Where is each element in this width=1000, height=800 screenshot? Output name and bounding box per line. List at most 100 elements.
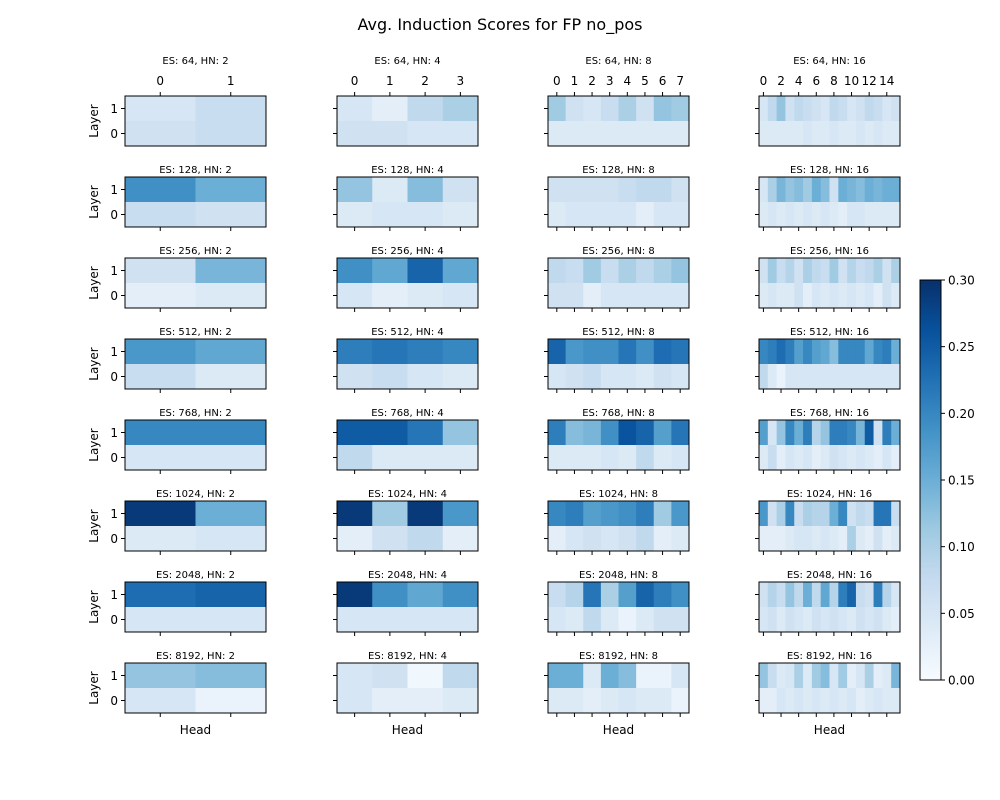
heatmap-cell bbox=[882, 445, 892, 470]
heatmap-cell bbox=[794, 501, 804, 526]
heatmap-panel: ES: 256, HN: 2 1 0 Layer bbox=[87, 246, 267, 312]
heatmap-cell bbox=[891, 339, 901, 364]
heatmap-cell bbox=[847, 177, 857, 202]
panel-title: ES: 256, HN: 8 bbox=[582, 246, 655, 257]
heatmap-panel: ES: 1024, HN: 8 bbox=[544, 489, 690, 555]
heatmap-cell bbox=[767, 283, 778, 308]
panel-frame bbox=[336, 419, 479, 471]
heatmap-cell bbox=[583, 364, 602, 389]
heatmap-cell bbox=[847, 364, 857, 389]
heatmap-cell bbox=[442, 663, 479, 688]
x-tick-label: 0 bbox=[760, 74, 768, 88]
heatmap-cell bbox=[829, 688, 839, 713]
heatmap-cell bbox=[776, 582, 786, 607]
heatmap-cell bbox=[583, 501, 602, 526]
heatmap-cell bbox=[125, 607, 196, 632]
heatmap-cell bbox=[776, 663, 786, 688]
heatmap-cell bbox=[864, 202, 874, 227]
heatmap-cell bbox=[767, 688, 778, 713]
colorbar-bar bbox=[919, 279, 942, 681]
panel-frame bbox=[547, 95, 690, 147]
heatmap-cell bbox=[759, 420, 769, 445]
heatmap-panel: ES: 1024, HN: 4 bbox=[333, 489, 479, 555]
heatmap-cell bbox=[125, 663, 196, 688]
heatmap-cell bbox=[794, 688, 804, 713]
panel-frame bbox=[547, 500, 690, 552]
heatmap-cell bbox=[671, 364, 690, 389]
heatmap-cell bbox=[864, 526, 874, 551]
heatmap-cell bbox=[583, 202, 602, 227]
heatmap-cell bbox=[776, 177, 786, 202]
heatmap-cell bbox=[829, 445, 839, 470]
heatmap-cell bbox=[565, 582, 584, 607]
heatmap-cell bbox=[442, 501, 479, 526]
x-tick-label: 0 bbox=[553, 74, 561, 88]
x-tick-label: 6 bbox=[812, 74, 820, 88]
heatmap-cell bbox=[195, 688, 267, 713]
heatmap-cell bbox=[548, 501, 567, 526]
heatmap-cell bbox=[864, 420, 874, 445]
heatmap-cell bbox=[565, 688, 584, 713]
colorbar-tick-label: 0.25 bbox=[948, 340, 975, 354]
heatmap-cell bbox=[442, 258, 479, 283]
panel-title: ES: 128, HN: 8 bbox=[582, 165, 655, 176]
heatmap-cell bbox=[794, 582, 804, 607]
heatmap-cell bbox=[671, 420, 690, 445]
heatmap-cell bbox=[838, 501, 848, 526]
heatmap-panel: ES: 128, HN: 4 bbox=[333, 165, 479, 231]
heatmap-cell bbox=[636, 445, 655, 470]
heatmap-cell bbox=[864, 121, 874, 146]
heatmap-cell bbox=[618, 96, 637, 121]
heatmap-panel: ES: 1024, HN: 16 bbox=[755, 489, 901, 555]
panel-frame bbox=[336, 176, 479, 228]
heatmap-cell bbox=[811, 420, 822, 445]
heatmap-cell bbox=[776, 202, 786, 227]
heatmap-cell bbox=[759, 121, 769, 146]
heatmap-cell bbox=[407, 177, 444, 202]
x-tick-label: 7 bbox=[676, 74, 684, 88]
heatmap-cell bbox=[442, 688, 479, 713]
heatmap-cell bbox=[407, 445, 444, 470]
heatmap-cell bbox=[855, 177, 866, 202]
heatmap-cell bbox=[583, 96, 602, 121]
heatmap-cell bbox=[838, 258, 848, 283]
heatmap-cell bbox=[125, 420, 196, 445]
heatmap-cell bbox=[600, 445, 619, 470]
heatmap-cell bbox=[600, 283, 619, 308]
heatmap-cell bbox=[195, 96, 267, 121]
panel-title: ES: 8192, HN: 16 bbox=[787, 651, 872, 662]
heatmap-cell bbox=[767, 258, 778, 283]
heatmap-cell bbox=[548, 339, 567, 364]
heatmap-cell bbox=[803, 202, 813, 227]
heatmap-cell bbox=[873, 420, 883, 445]
heatmap-cell bbox=[794, 177, 804, 202]
heatmap-cell bbox=[882, 364, 892, 389]
heatmap-cell bbox=[583, 526, 602, 551]
heatmap-cell bbox=[565, 202, 584, 227]
heatmap-cell bbox=[372, 202, 408, 227]
heatmap-cell bbox=[671, 258, 690, 283]
heatmap-cell bbox=[337, 582, 373, 607]
heatmap-panel: ES: 128, HN: 2 1 0 Layer bbox=[87, 165, 267, 231]
heatmap-cell bbox=[548, 364, 567, 389]
heatmap-cell bbox=[671, 501, 690, 526]
heatmap-cell bbox=[785, 283, 795, 308]
heatmap-cell bbox=[811, 607, 822, 632]
heatmap-cell bbox=[803, 420, 813, 445]
heatmap-cell bbox=[125, 339, 196, 364]
heatmap-cell bbox=[785, 258, 795, 283]
heatmap-cell bbox=[195, 663, 267, 688]
heatmap-panel: ES: 512, HN: 16 bbox=[755, 327, 901, 393]
heatmap-cell bbox=[195, 258, 267, 283]
heatmap-cell bbox=[785, 445, 795, 470]
heatmap-cell bbox=[636, 607, 655, 632]
heatmap-cell bbox=[337, 688, 373, 713]
heatmap-cell bbox=[653, 96, 672, 121]
heatmap-cell bbox=[829, 501, 839, 526]
heatmap-cell bbox=[671, 445, 690, 470]
heatmap-cell bbox=[803, 283, 813, 308]
heatmap-cell bbox=[891, 445, 901, 470]
heatmap-cell bbox=[820, 177, 830, 202]
heatmap-cell bbox=[636, 283, 655, 308]
heatmap-cell bbox=[767, 582, 778, 607]
